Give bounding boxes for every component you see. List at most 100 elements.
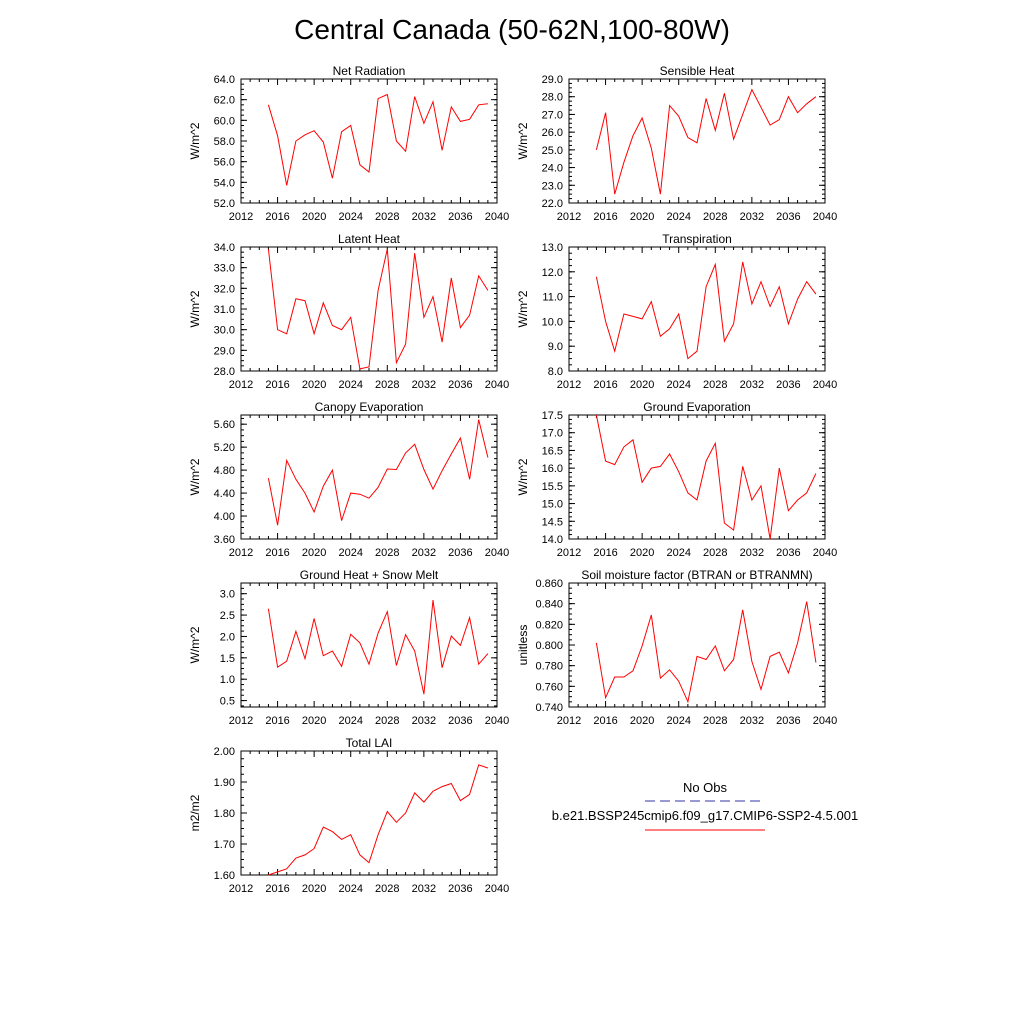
y-tick-label: 54.0 <box>214 177 235 189</box>
x-tick-label: 2028 <box>375 715 399 727</box>
y-tick-label: 0.800 <box>535 640 563 652</box>
y-axis-label: m2/m2 <box>188 794 202 831</box>
x-tick-label: 2016 <box>265 547 289 559</box>
chart-title: Sensible Heat <box>660 64 735 78</box>
x-tick-label: 2020 <box>630 715 654 727</box>
plot-frame <box>568 414 826 540</box>
y-tick-label: 14.0 <box>542 534 563 546</box>
chart-6: Ground Evaporation W/m^2 2012 2016 2020 2024 2… <box>516 400 837 559</box>
y-tick-label: 8.0 <box>548 366 563 378</box>
x-tick-label: 2020 <box>630 379 654 391</box>
x-tick-label: 2032 <box>740 547 764 559</box>
y-tick-label: 5.60 <box>214 419 235 431</box>
x-tick-label: 2032 <box>740 211 764 223</box>
plot-frame <box>240 750 498 876</box>
y-tick-label: 28.0 <box>542 92 563 104</box>
x-tick-label: 2024 <box>338 379 362 391</box>
x-tick-label: 2012 <box>229 547 253 559</box>
y-tick-label: 22.0 <box>542 198 563 210</box>
series-line <box>267 248 489 370</box>
y-tick-label: 0.740 <box>535 702 563 714</box>
series-line <box>267 93 488 186</box>
y-tick-label: 4.80 <box>214 465 235 477</box>
y-tick-label: 0.5 <box>220 696 235 708</box>
x-tick-label: 2036 <box>776 211 800 223</box>
y-tick-label: 11.0 <box>542 292 563 304</box>
chart-5: Canopy Evaporation W/m^2 2012 2016 2020 2024 2… <box>188 400 509 559</box>
y-tick-label: 25.0 <box>542 145 563 157</box>
y-tick-label: 15.5 <box>542 481 563 493</box>
y-tick-label: 27.0 <box>542 109 563 121</box>
y-tick-label: 1.70 <box>214 839 235 851</box>
x-tick-label: 2016 <box>593 547 617 559</box>
y-tick-label: 30.0 <box>214 325 235 337</box>
y-tick-label: 0.780 <box>535 661 563 673</box>
x-tick-label: 2016 <box>593 211 617 223</box>
x-tick-label: 2036 <box>448 715 472 727</box>
x-tick-label: 2012 <box>229 379 253 391</box>
y-tick-label: 4.00 <box>214 511 235 523</box>
x-tick-label: 2024 <box>338 883 362 895</box>
chart-8: Soil moisture factor (BTRAN or BTRANMN) u… <box>516 568 837 727</box>
x-tick-label: 2012 <box>557 547 581 559</box>
y-tick-label: 5.20 <box>214 442 235 454</box>
x-tick-label: 2012 <box>229 883 253 895</box>
y-tick-label: 33.0 <box>214 263 235 275</box>
chart-1: Net Radiation W/m^2 2012 2016 2020 2024 2028 20… <box>188 64 509 223</box>
y-tick-label: 62.0 <box>214 95 235 107</box>
x-tick-label: 2024 <box>338 211 362 223</box>
plot-frame <box>240 246 498 372</box>
y-tick-label: 23.0 <box>542 180 563 192</box>
chart-title: Ground Evaporation <box>643 400 750 414</box>
y-tick-label: 9.0 <box>548 341 563 353</box>
x-tick-label: 2036 <box>776 547 800 559</box>
y-axis-label: W/m^2 <box>516 122 530 159</box>
y-tick-label: 52.0 <box>214 198 235 210</box>
page-title: Central Canada (50-62N,100-80W) <box>294 14 730 45</box>
chart-title: Canopy Evaporation <box>315 400 424 414</box>
x-tick-label: 2028 <box>375 211 399 223</box>
y-tick-label: 29.0 <box>542 74 563 86</box>
y-tick-label: 2.00 <box>214 746 235 758</box>
y-tick-label: 31.0 <box>214 304 235 316</box>
x-tick-label: 2020 <box>630 547 654 559</box>
x-tick-label: 2028 <box>375 379 399 391</box>
legend-model-label: b.e21.BSSP245cmip6.f09_g17.CMIP6-SSP2-4.… <box>552 808 858 823</box>
y-tick-label: 2.0 <box>220 631 235 643</box>
x-tick-label: 2032 <box>740 379 764 391</box>
x-tick-label: 2024 <box>666 211 690 223</box>
series-line <box>595 601 817 704</box>
x-tick-label: 2036 <box>448 883 472 895</box>
y-tick-label: 1.60 <box>214 870 235 882</box>
y-tick-label: 1.5 <box>220 653 235 665</box>
y-tick-label: 32.0 <box>214 283 235 295</box>
x-tick-label: 2028 <box>375 883 399 895</box>
x-tick-label: 2020 <box>302 211 326 223</box>
y-axis-label: W/m^2 <box>188 458 202 495</box>
y-tick-label: 60.0 <box>214 115 235 127</box>
plot-frame <box>240 414 498 540</box>
x-tick-label: 2036 <box>448 547 472 559</box>
x-tick-label: 2024 <box>666 547 690 559</box>
x-tick-label: 2020 <box>302 547 326 559</box>
y-tick-label: 16.0 <box>542 463 563 475</box>
x-tick-label: 2024 <box>338 547 362 559</box>
y-tick-label: 64.0 <box>214 74 235 86</box>
y-tick-label: 4.40 <box>214 488 235 500</box>
x-tick-label: 2032 <box>412 883 436 895</box>
chart-7: Ground Heat + Snow Melt W/m^2 2012 2016 2020… <box>188 568 509 727</box>
y-tick-label: 0.820 <box>535 619 563 631</box>
x-tick-label: 2024 <box>338 715 362 727</box>
x-tick-label: 2016 <box>265 883 289 895</box>
x-tick-label: 2028 <box>375 547 399 559</box>
y-tick-label: 14.5 <box>542 516 563 528</box>
series-line <box>267 600 489 695</box>
x-tick-label: 2020 <box>302 379 326 391</box>
y-tick-label: 12.0 <box>542 267 563 279</box>
y-tick-label: 13.0 <box>542 242 563 254</box>
x-tick-label: 2036 <box>448 379 472 391</box>
chart-title: Ground Heat + Snow Melt <box>300 568 439 582</box>
x-tick-label: 2040 <box>485 715 509 727</box>
